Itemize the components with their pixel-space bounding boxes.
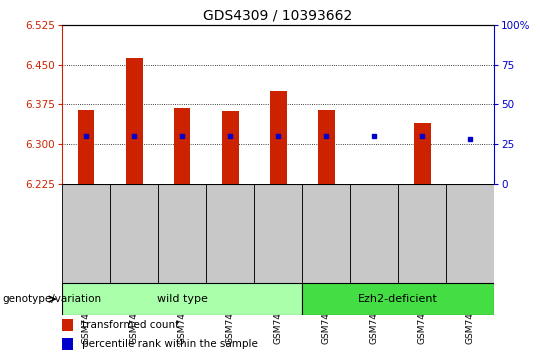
Bar xyxy=(158,184,206,283)
Text: percentile rank within the sample: percentile rank within the sample xyxy=(82,339,258,349)
Bar xyxy=(446,184,494,283)
Bar xyxy=(222,111,239,184)
Bar xyxy=(302,184,350,283)
Text: wild type: wild type xyxy=(157,294,207,304)
Bar xyxy=(269,91,287,184)
Bar xyxy=(62,338,73,350)
Title: GDS4309 / 10393662: GDS4309 / 10393662 xyxy=(204,8,353,22)
Bar xyxy=(62,319,73,331)
Bar xyxy=(318,110,334,184)
Bar xyxy=(62,184,110,283)
Bar xyxy=(206,184,254,283)
Bar xyxy=(398,184,446,283)
Bar xyxy=(350,184,398,283)
Bar xyxy=(78,110,94,184)
Bar xyxy=(110,184,158,283)
Bar xyxy=(302,283,494,315)
Text: Ezh2-deficient: Ezh2-deficient xyxy=(358,294,438,304)
Text: transformed count: transformed count xyxy=(82,320,179,330)
Bar xyxy=(254,184,302,283)
Bar xyxy=(414,123,430,184)
Bar xyxy=(126,58,143,184)
Bar xyxy=(174,108,191,184)
Bar xyxy=(62,283,302,315)
Text: genotype/variation: genotype/variation xyxy=(3,294,102,304)
